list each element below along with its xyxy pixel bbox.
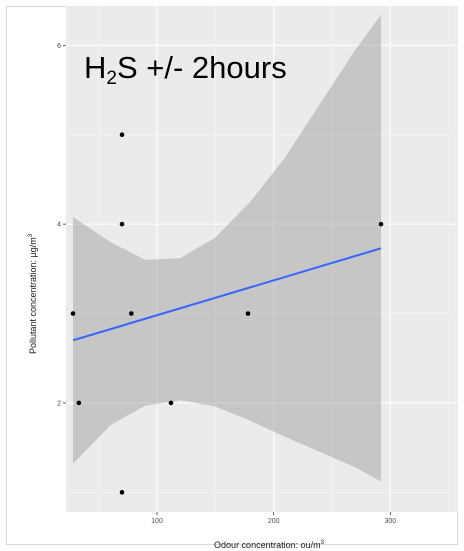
- data-point: [76, 400, 82, 406]
- data-point: [119, 132, 125, 138]
- data-point: [378, 221, 384, 227]
- data-point: [245, 311, 251, 316]
- data-point: [129, 311, 134, 316]
- y-tick-label: 4: [57, 222, 61, 229]
- regression-line: [72, 247, 382, 342]
- data-points: [70, 132, 384, 495]
- chart-title: H2S +/- 2hours: [84, 50, 287, 89]
- x-axis-ticks: 100 200 300: [151, 512, 396, 525]
- y-tick-label: 2: [57, 400, 61, 407]
- data-point: [168, 400, 174, 406]
- confidence-band: [73, 14, 381, 482]
- data-point: [119, 490, 125, 495]
- y-axis-ticks: 2 4 6: [57, 43, 66, 407]
- y-tick-label: 6: [57, 43, 61, 50]
- x-tick-label: 300: [384, 518, 396, 525]
- major-gridlines: [66, 6, 458, 512]
- data-point: [70, 311, 76, 316]
- y-axis-title: Pollutant concentration: µg/m3: [28, 233, 38, 354]
- x-tick-label: 200: [268, 518, 280, 525]
- plot-panel: [66, 6, 458, 512]
- x-tick-label: 100: [151, 518, 163, 525]
- data-point: [119, 221, 125, 227]
- x-axis-title: Odour concentration: ou/m3: [214, 540, 325, 550]
